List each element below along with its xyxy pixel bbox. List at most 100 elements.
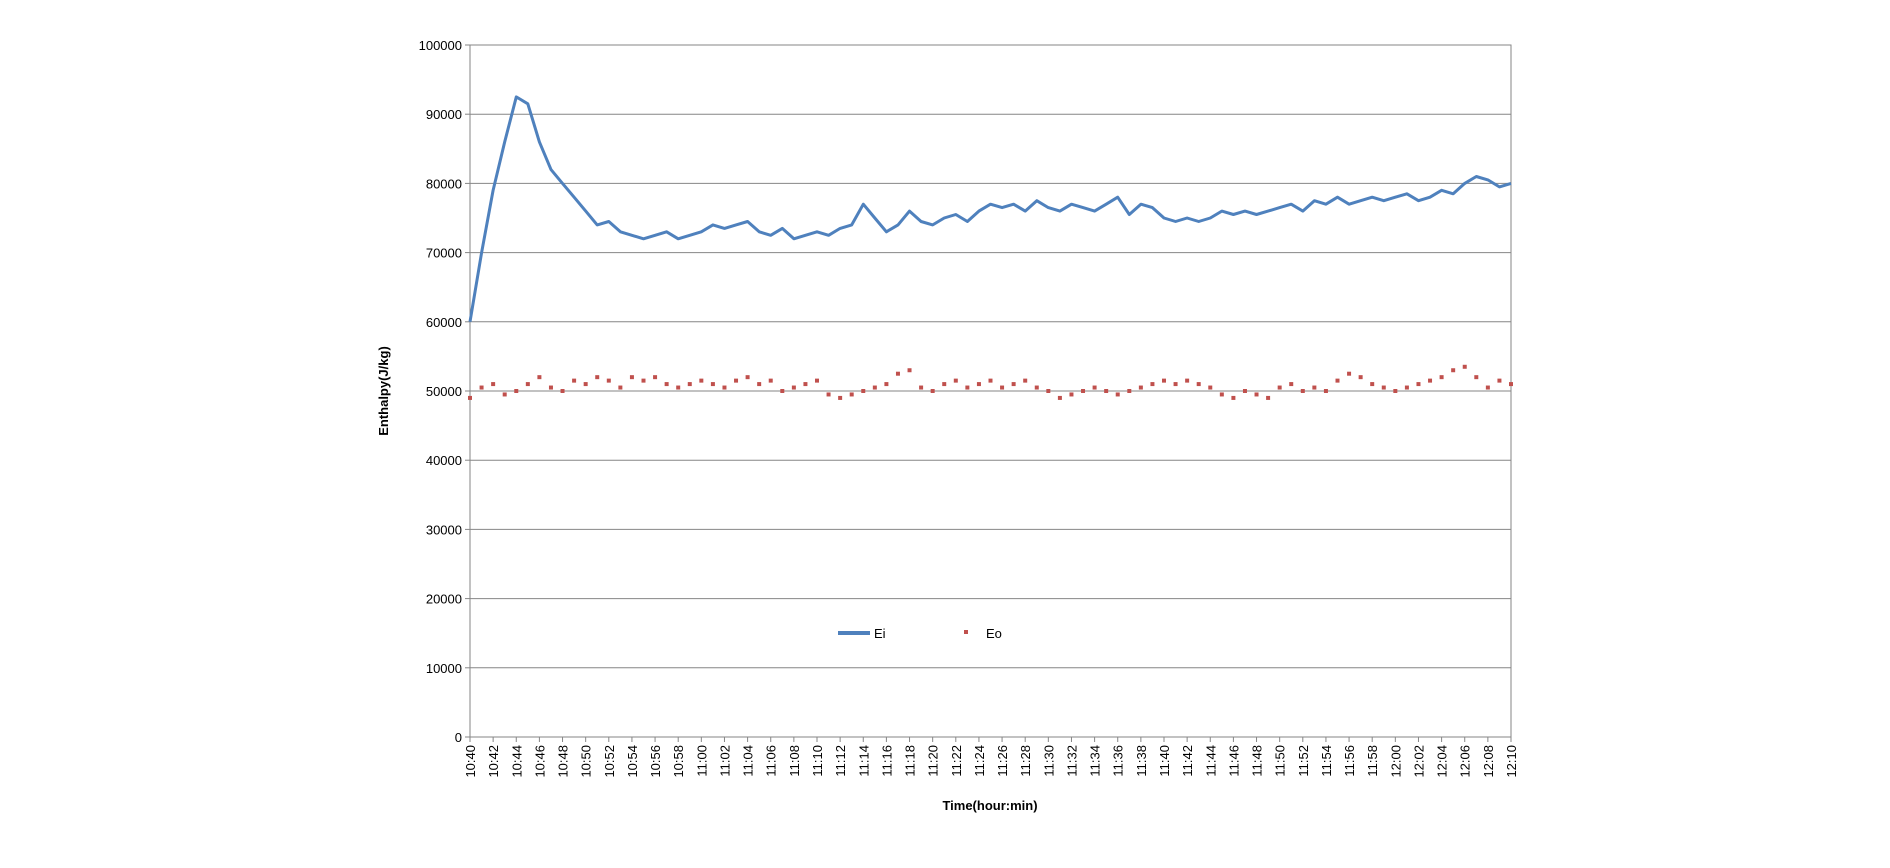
data-point-eo — [479, 385, 484, 390]
data-point-eo — [491, 382, 496, 387]
x-tick-label: 11:20 — [926, 745, 941, 777]
data-point-eo — [1370, 382, 1375, 387]
data-point-eo — [560, 389, 565, 393]
x-tick-label: 10:40 — [463, 745, 478, 778]
data-point-eo — [1312, 385, 1317, 390]
x-tick-label: 11:48 — [1250, 745, 1265, 777]
data-point-eo — [1173, 382, 1178, 387]
data-point-eo — [1416, 382, 1421, 387]
y-axis-tick-labels: 0 10000 20000 30000 40000 50000 60000 70000 8000… — [419, 38, 470, 745]
x-tick-label: 11:56 — [1342, 745, 1357, 777]
x-tick-label: 12:02 — [1411, 745, 1426, 778]
x-tick-label: 11:26 — [995, 745, 1010, 777]
x-tick-label: 11:12 — [833, 745, 848, 777]
x-tick-label: 11:16 — [879, 745, 894, 777]
data-point-eo — [1289, 382, 1294, 387]
data-point-eo — [803, 382, 808, 387]
x-tick-label: 11:44 — [1203, 745, 1218, 777]
data-point-eo — [1081, 389, 1086, 393]
data-point-eo — [1185, 378, 1190, 383]
data-point-eo — [687, 382, 692, 387]
data-point-eo — [1208, 385, 1213, 390]
x-tick-label: 11:30 — [1041, 745, 1056, 777]
x-axis-title: Time(hour:min) — [942, 798, 1037, 813]
data-point-eo — [849, 392, 854, 397]
data-point-eo — [1509, 382, 1513, 387]
y-tick-label: 40000 — [426, 453, 462, 468]
data-point-eo — [1115, 392, 1120, 397]
x-tick-label: 11:52 — [1296, 745, 1311, 777]
y-tick-label: 10000 — [426, 661, 462, 676]
data-point-eo — [1323, 389, 1328, 393]
x-tick-label: 10:58 — [671, 745, 686, 778]
data-point-eo — [1393, 389, 1398, 393]
data-point-eo — [537, 375, 542, 380]
data-point-eo — [676, 385, 681, 390]
data-point-eo — [1381, 385, 1386, 390]
data-point-eo — [1277, 385, 1282, 390]
data-point-eo — [572, 378, 577, 383]
data-point-eo — [1069, 392, 1074, 397]
data-point-eo — [1057, 395, 1062, 400]
x-tick-label: 12:06 — [1458, 745, 1473, 778]
y-tick-label: 20000 — [426, 592, 462, 607]
data-point-eo — [699, 378, 704, 383]
y-tick-label: 60000 — [426, 315, 462, 330]
data-point-eo — [664, 382, 669, 387]
x-tick-label: 11:46 — [1226, 745, 1241, 777]
x-tick-label: 11:54 — [1319, 745, 1334, 777]
data-point-eo — [734, 378, 739, 383]
data-point-eo — [525, 382, 530, 387]
x-tick-label: 11:58 — [1365, 745, 1380, 777]
y-tick-label: 100000 — [419, 38, 462, 53]
legend: Ei Eo — [838, 626, 1002, 641]
x-tick-label: 10:56 — [648, 745, 663, 778]
x-tick-label: 11:38 — [1134, 745, 1149, 777]
data-point-eo — [618, 385, 623, 390]
data-point-eo — [1497, 378, 1502, 383]
data-point-eo — [722, 385, 727, 390]
data-point-eo — [988, 378, 993, 383]
data-point-eo — [1358, 375, 1363, 380]
x-tick-label: 11:04 — [741, 745, 756, 777]
data-point-eo — [548, 385, 553, 390]
data-point-eo — [1347, 371, 1352, 376]
x-tick-label: 11:32 — [1064, 745, 1079, 777]
data-point-eo — [953, 378, 958, 383]
x-tick-label: 11:42 — [1180, 745, 1195, 777]
x-tick-label: 12:10 — [1504, 745, 1519, 778]
data-point-eo — [1242, 389, 1247, 393]
data-point-eo — [1162, 378, 1166, 383]
data-point-eo — [1231, 395, 1236, 400]
x-tick-label: 12:00 — [1388, 745, 1403, 778]
legend-label-eo: Eo — [986, 626, 1002, 641]
data-point-eo — [1254, 392, 1259, 397]
data-point-eo — [1150, 382, 1155, 387]
data-point-eo — [1127, 389, 1132, 393]
x-tick-label: 11:40 — [1157, 745, 1172, 777]
data-point-eo — [872, 385, 877, 390]
x-tick-label: 11:00 — [694, 745, 709, 777]
data-point-eo — [895, 371, 900, 376]
data-point-eo — [815, 378, 819, 383]
data-point-eo — [930, 389, 935, 393]
x-tick-label: 11:36 — [1111, 745, 1126, 777]
gridlines — [470, 113, 1511, 669]
data-point-eo — [919, 385, 924, 390]
data-point-eo — [780, 389, 785, 393]
x-tick-label: 11:24 — [972, 745, 987, 777]
data-point-eo — [884, 382, 889, 387]
data-point-eo — [791, 385, 796, 390]
x-tick-label: 10:46 — [532, 745, 547, 778]
y-axis-title: Enthalpy(J/kg) — [376, 346, 391, 436]
x-tick-label: 11:50 — [1273, 745, 1288, 777]
data-point-eo — [1485, 385, 1490, 390]
series-line-ei — [468, 95, 1512, 323]
data-point-eo — [710, 382, 715, 387]
x-tick-label: 11:08 — [787, 745, 802, 777]
x-axis-tick-labels: 10:40 10:42 10:44 10:46 10:48 10:50 10:52 10:54… — [463, 737, 1519, 778]
x-tick-label: 11:34 — [1088, 745, 1103, 777]
legend-label-ei: Ei — [874, 626, 886, 641]
